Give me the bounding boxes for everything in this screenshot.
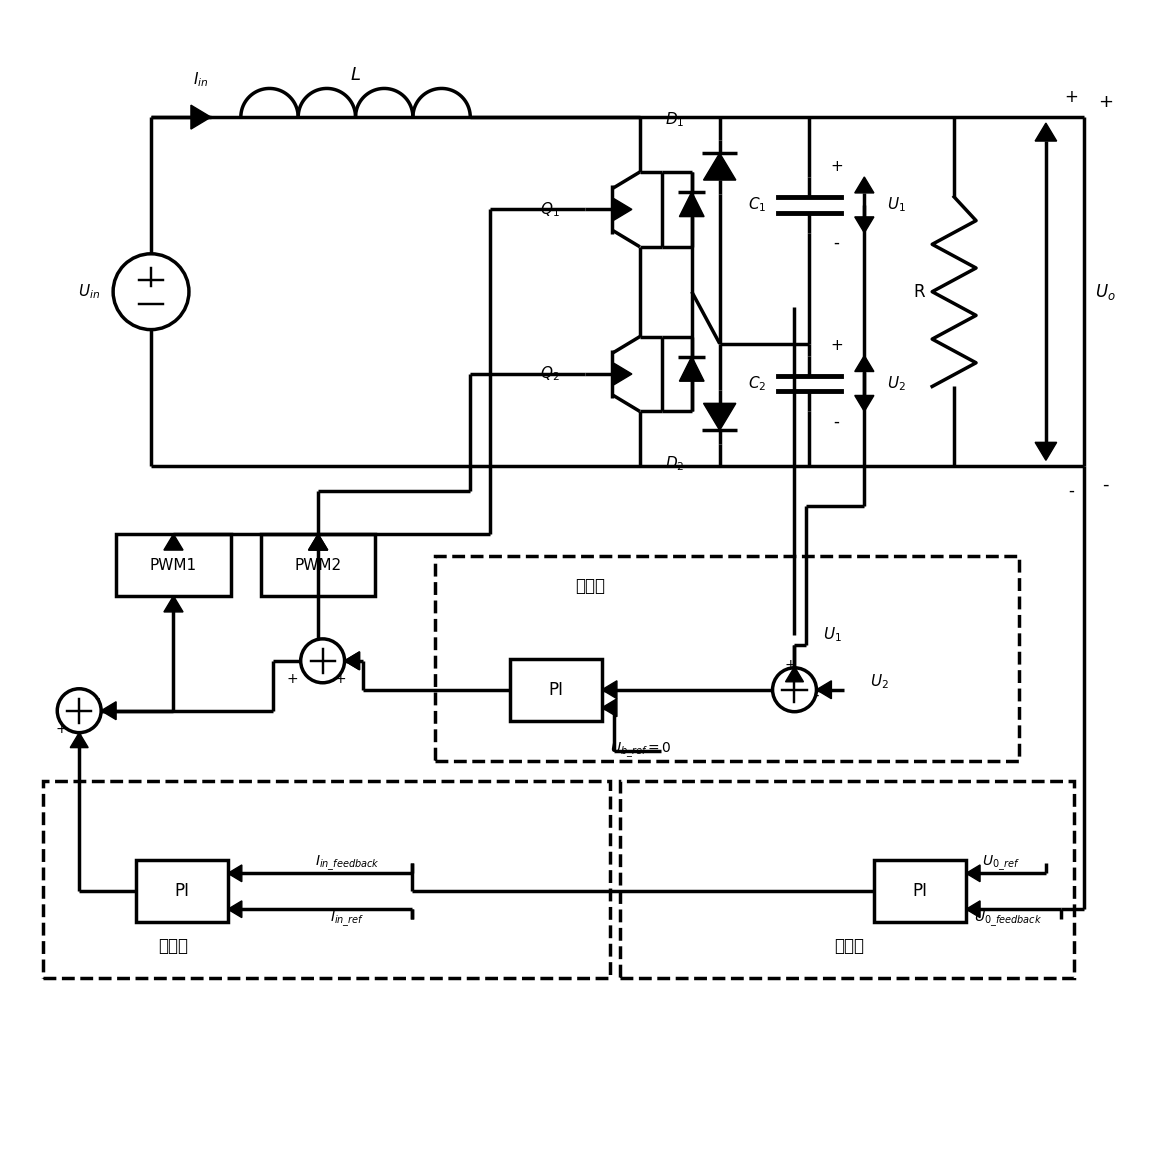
Text: $I_{in\_ref}$: $I_{in\_ref}$ <box>331 910 365 929</box>
Bar <box>435 556 1019 761</box>
Polygon shape <box>855 396 874 411</box>
Bar <box>874 861 966 923</box>
Bar <box>620 781 1074 978</box>
Text: $U_{in}$: $U_{in}$ <box>78 282 101 301</box>
Polygon shape <box>164 596 184 612</box>
Text: $Q_1$: $Q_1$ <box>540 200 560 219</box>
Text: PWM1: PWM1 <box>150 557 198 573</box>
Text: $U_1$: $U_1$ <box>823 625 842 644</box>
Text: -: - <box>95 691 99 706</box>
Polygon shape <box>679 356 704 382</box>
Bar <box>510 659 602 720</box>
Polygon shape <box>191 105 210 129</box>
Text: PI: PI <box>174 882 189 900</box>
Polygon shape <box>704 153 735 180</box>
Text: +: + <box>784 658 796 672</box>
Polygon shape <box>786 666 803 682</box>
Bar <box>116 534 230 596</box>
Text: +: + <box>1098 94 1113 111</box>
Polygon shape <box>602 680 617 699</box>
Polygon shape <box>966 900 980 918</box>
Polygon shape <box>816 680 831 699</box>
Polygon shape <box>345 652 360 670</box>
Polygon shape <box>966 865 980 882</box>
Text: R: R <box>913 282 925 301</box>
Text: $U_{0\_ref}$: $U_{0\_ref}$ <box>982 854 1019 874</box>
Text: -: - <box>1068 482 1074 500</box>
Polygon shape <box>614 363 632 385</box>
Polygon shape <box>309 534 327 550</box>
Text: 均压环: 均压环 <box>575 577 606 595</box>
Polygon shape <box>602 699 617 717</box>
Bar <box>261 534 375 596</box>
Text: PI: PI <box>913 882 928 900</box>
Polygon shape <box>345 652 360 670</box>
Text: $U_o$: $U_o$ <box>1095 282 1116 302</box>
Text: +: + <box>55 721 67 735</box>
Text: PI: PI <box>548 680 563 699</box>
Text: $U_{b\_ref}=0$: $U_{b\_ref}=0$ <box>610 741 672 760</box>
Text: +: + <box>830 159 843 174</box>
Text: -: - <box>814 689 819 704</box>
Polygon shape <box>228 900 242 918</box>
Text: 电压环: 电压环 <box>835 937 864 956</box>
Text: $Q_2$: $Q_2$ <box>540 364 560 383</box>
Text: +: + <box>286 672 298 686</box>
Bar <box>43 781 610 978</box>
Polygon shape <box>1035 123 1057 141</box>
Polygon shape <box>102 701 116 720</box>
Text: $I_{in\_feedback}$: $I_{in\_feedback}$ <box>316 854 380 874</box>
Polygon shape <box>855 356 874 371</box>
Polygon shape <box>164 534 184 550</box>
Text: $U_{0\_feedback}$: $U_{0\_feedback}$ <box>974 910 1042 929</box>
Polygon shape <box>679 192 704 217</box>
Polygon shape <box>855 177 874 193</box>
Text: -: - <box>833 412 839 431</box>
Polygon shape <box>228 865 242 882</box>
Text: $U_1$: $U_1$ <box>887 196 906 214</box>
Text: $D_2$: $D_2$ <box>665 454 685 473</box>
Text: PWM2: PWM2 <box>295 557 341 573</box>
Bar <box>136 861 228 923</box>
Polygon shape <box>855 217 874 233</box>
Text: +: + <box>334 672 346 686</box>
Polygon shape <box>1035 443 1057 460</box>
Text: $C_1$: $C_1$ <box>748 196 767 214</box>
Text: 电流环: 电流环 <box>158 937 188 956</box>
Polygon shape <box>614 199 632 220</box>
Text: $U_2$: $U_2$ <box>870 672 888 691</box>
Text: $D_1$: $D_1$ <box>665 111 685 130</box>
Polygon shape <box>309 534 327 550</box>
Text: $I_{in}$: $I_{in}$ <box>193 70 208 89</box>
Text: $U_2$: $U_2$ <box>887 374 906 392</box>
Text: +: + <box>1064 88 1078 107</box>
Polygon shape <box>704 403 735 430</box>
Text: -: - <box>833 234 839 252</box>
Polygon shape <box>70 733 88 747</box>
Text: -: - <box>1102 475 1109 493</box>
Text: +: + <box>830 338 843 354</box>
Text: $L$: $L$ <box>350 67 361 84</box>
Text: $C_2$: $C_2$ <box>748 374 767 392</box>
